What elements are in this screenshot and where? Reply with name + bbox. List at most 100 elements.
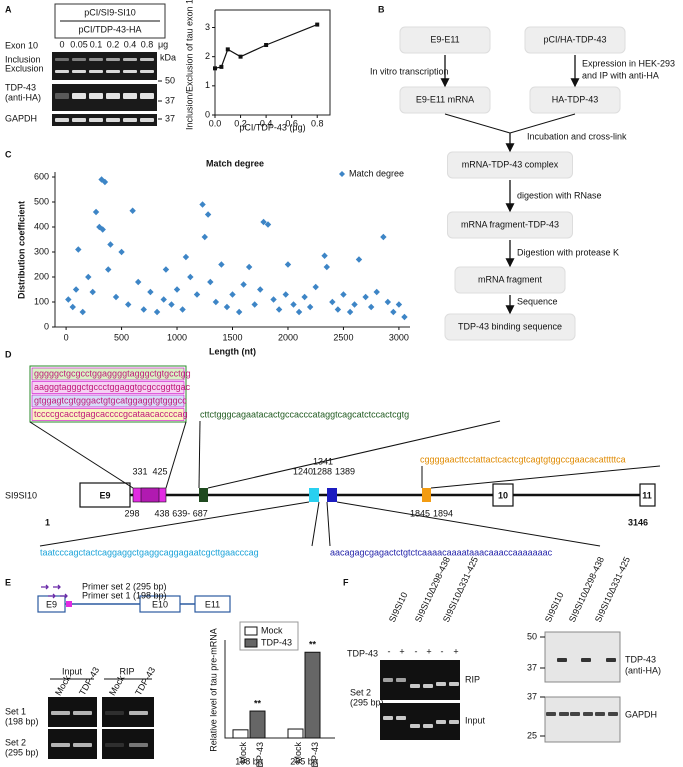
seq-line-bg: [31, 408, 185, 421]
dose-unit: μg: [158, 39, 168, 49]
point: [162, 266, 170, 273]
sequence: gtggagtcgtgggactgtgcatggaggtgtgggcc: [34, 395, 187, 405]
node-label: pCI/HA-TDP-43: [543, 34, 606, 44]
x-tick-label: 0.4: [260, 118, 273, 128]
gel-band: [55, 70, 69, 73]
step-label: and IP with anti-HA: [582, 70, 659, 80]
point: [182, 253, 190, 261]
point: [147, 288, 154, 296]
lane-label: SI9SI10: [387, 591, 410, 624]
row-label: (198 bp): [5, 716, 39, 726]
legend-label: Mock: [261, 625, 283, 635]
node-label: E9-E11: [430, 34, 459, 44]
callout: [207, 420, 501, 489]
gel-band: [106, 93, 120, 99]
gel-band: [449, 720, 459, 724]
x-tick-label: 0.8: [311, 118, 324, 128]
gel-band: [89, 58, 103, 61]
gel-band: [423, 684, 433, 688]
callout: [39, 501, 310, 547]
sequence: cggggaacttcctattactcactcgtcagtgtggccgaac…: [420, 454, 626, 464]
row-label: Exon 10: [5, 40, 38, 50]
gel-band: [140, 58, 154, 61]
point: [251, 301, 258, 308]
y-axis-label: Inclusion/Exclusion of tau exon 10: [184, 0, 194, 130]
gel-band: [123, 118, 137, 122]
x-tick-label: 1000: [167, 332, 187, 342]
y-tick-label: 100: [34, 296, 49, 306]
point: [179, 306, 186, 313]
row-label: Input: [465, 715, 486, 725]
point: [72, 286, 80, 293]
region: [66, 601, 72, 607]
group-label: Input: [62, 666, 83, 676]
point: [340, 291, 347, 298]
gel: [52, 84, 157, 111]
bar-label: Mock: [238, 742, 248, 764]
panel-letter: F: [343, 577, 349, 587]
point: [105, 266, 112, 273]
sign: +: [399, 646, 404, 656]
bar: [304, 651, 321, 739]
y-tick-label: 600: [34, 171, 49, 181]
region: [327, 488, 337, 502]
node-label: TDP-43 binding sequence: [458, 321, 562, 331]
y-tick-label: 300: [34, 246, 49, 256]
node-label: HA-TDP-43: [552, 94, 599, 104]
point: [395, 301, 403, 308]
position-label: 1845: [410, 508, 430, 518]
blot-band: [557, 658, 567, 662]
bar: [287, 728, 304, 739]
region: [140, 487, 160, 503]
bar-label: TDP-43: [310, 742, 320, 767]
gel-band: [73, 743, 92, 747]
legend-swatch: [244, 638, 258, 648]
sequence: cttctgggcagaatacactgccacccataggtcagcatct…: [200, 409, 409, 419]
point: [401, 313, 408, 321]
point: [96, 223, 103, 231]
point: [193, 291, 201, 298]
point: [204, 211, 212, 218]
kda-value: 37: [165, 95, 175, 105]
point: [264, 221, 272, 228]
callout: [326, 501, 331, 547]
point: [213, 66, 217, 71]
point: [218, 261, 225, 268]
gel-band: [396, 716, 406, 720]
x-tick-label: 3000: [389, 332, 409, 342]
panel-letter: A: [5, 4, 12, 14]
gel-band: [55, 118, 69, 122]
point: [306, 303, 314, 311]
gel-band: [140, 118, 154, 122]
gel-band: [72, 58, 86, 61]
sequence: aagggtagggctgccctggaggtgcgccggttgac: [34, 382, 191, 392]
x-tick-label: 198 bp: [235, 756, 263, 766]
point: [373, 288, 380, 296]
point: [235, 308, 243, 316]
position-label: 438: [154, 508, 169, 518]
x-tick-label: 2000: [278, 332, 298, 342]
exon: [79, 482, 131, 508]
gel-band: [106, 58, 120, 61]
kda-value: 50: [165, 75, 175, 85]
point: [212, 298, 220, 306]
primer-label: Primer set 2 (295 bp): [82, 581, 167, 591]
primer-arrow: [60, 593, 68, 599]
point: [301, 293, 308, 301]
callout: [311, 501, 320, 547]
point: [323, 263, 330, 271]
point: [99, 226, 106, 233]
y-tick-label: 200: [34, 271, 49, 281]
exon: [139, 595, 181, 613]
y-axis-label: Relative level of tau pre-mRNA: [208, 628, 218, 752]
gel-band: [73, 711, 92, 715]
gel-band: [436, 720, 446, 724]
dose-label: 0.05: [70, 39, 88, 49]
blot-band: [570, 712, 580, 716]
panel-letter: D: [5, 349, 12, 359]
point: [257, 286, 264, 293]
point: [160, 296, 167, 303]
point: [346, 308, 354, 316]
sign: -: [441, 646, 444, 656]
blot: [544, 631, 621, 683]
